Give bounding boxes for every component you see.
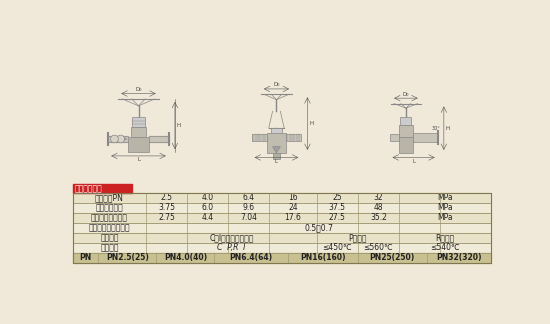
Text: 25: 25 [332,193,342,202]
Text: D₀: D₀ [403,92,409,97]
Text: 24: 24 [288,203,298,213]
Text: P硝酸类: P硝酸类 [349,233,367,242]
Text: ≤540℃: ≤540℃ [430,243,460,252]
Text: 27.5: 27.5 [329,214,346,222]
Text: 16: 16 [288,193,298,202]
Bar [271,128,282,136]
Bar [73,193,491,203]
Text: R醋酸类: R醋酸类 [436,233,455,242]
Text: 低压气密封试验压力: 低压气密封试验压力 [89,224,130,232]
Text: MPa: MPa [437,193,453,202]
Bar [73,253,491,263]
Text: C  P,R  I: C P,R I [217,243,246,252]
Text: MPa: MPa [437,214,453,222]
Bar [252,133,267,141]
Text: H: H [177,123,180,128]
Text: PN16(160): PN16(160) [300,253,346,262]
Bar [73,184,131,193]
Text: L: L [275,159,278,164]
Bar [267,133,286,153]
Text: PN32(320): PN32(320) [436,253,482,262]
Text: 0.5～0.7: 0.5～0.7 [304,224,333,232]
Bar [413,133,438,142]
Text: 9.6: 9.6 [243,203,255,213]
Text: PN2.5(25): PN2.5(25) [106,253,148,262]
Bar [73,223,491,233]
Text: 产品性能规范: 产品性能规范 [75,184,103,193]
Text: H: H [446,126,449,131]
Text: L: L [137,157,140,162]
Bar [399,137,413,153]
Text: PN4.0(40): PN4.0(40) [164,253,207,262]
Bar [73,203,491,213]
Bar [73,213,491,223]
Text: ≤560℃: ≤560℃ [364,243,393,252]
Bar [399,125,413,137]
Text: 适用温度: 适用温度 [100,243,119,252]
Bar [73,233,491,243]
Text: D₀: D₀ [273,82,280,87]
Bar [73,243,491,253]
Text: PN25(250): PN25(250) [370,253,415,262]
Bar [129,137,149,152]
Text: 35.2: 35.2 [370,214,387,222]
Text: 2.5: 2.5 [161,193,173,202]
Text: 壳体试验压力: 壳体试验压力 [96,203,123,213]
Bar [273,153,279,159]
Text: ≤450℃: ≤450℃ [322,243,352,252]
Text: 17.6: 17.6 [285,214,301,222]
Text: 32: 32 [373,193,383,202]
Text: 4.0: 4.0 [202,193,214,202]
Text: 30°: 30° [431,126,440,131]
Text: 48: 48 [373,203,383,213]
Text: 4.4: 4.4 [202,214,214,222]
Text: 公称压力PN: 公称压力PN [95,193,124,202]
Text: D₀: D₀ [135,87,142,92]
Text: 高压密封试验压力: 高压密封试验压力 [91,214,128,222]
Bar [133,117,145,127]
Polygon shape [273,147,280,153]
Bar [131,127,146,137]
Text: PN6.4(64): PN6.4(64) [230,253,273,262]
Text: 6.0: 6.0 [202,203,214,213]
Text: L: L [412,159,415,164]
Circle shape [117,135,124,143]
Text: 6.4: 6.4 [243,193,255,202]
Text: C、I水、油品、蒸汽: C、I水、油品、蒸汽 [209,233,254,242]
Text: H: H [309,121,313,126]
Bar [389,133,399,141]
Text: MPa: MPa [437,203,453,213]
Bar [286,133,301,141]
Text: 3.75: 3.75 [158,203,175,213]
Text: PN: PN [79,253,91,262]
Text: 7.04: 7.04 [240,214,257,222]
Circle shape [111,135,118,143]
Text: 37.5: 37.5 [329,203,346,213]
Text: 2.75: 2.75 [158,214,175,222]
Text: 适用介质: 适用介质 [100,233,119,242]
Bar [400,117,411,125]
